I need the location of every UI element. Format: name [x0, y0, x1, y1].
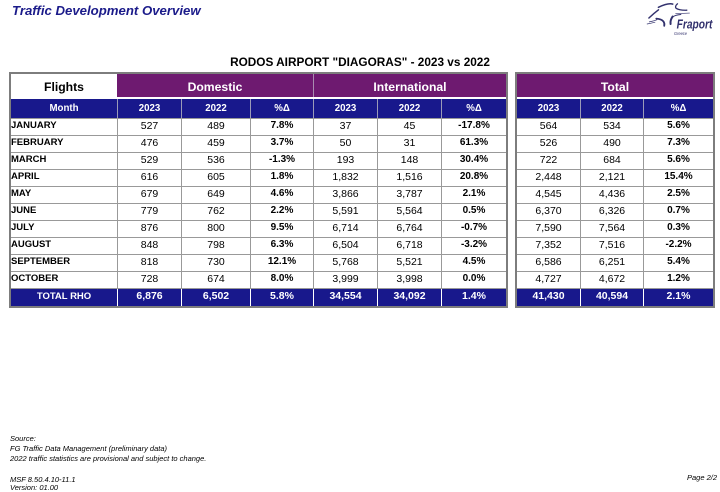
svg-text:Fraport: Fraport: [677, 17, 713, 32]
svg-text:Greece: Greece: [674, 31, 687, 37]
